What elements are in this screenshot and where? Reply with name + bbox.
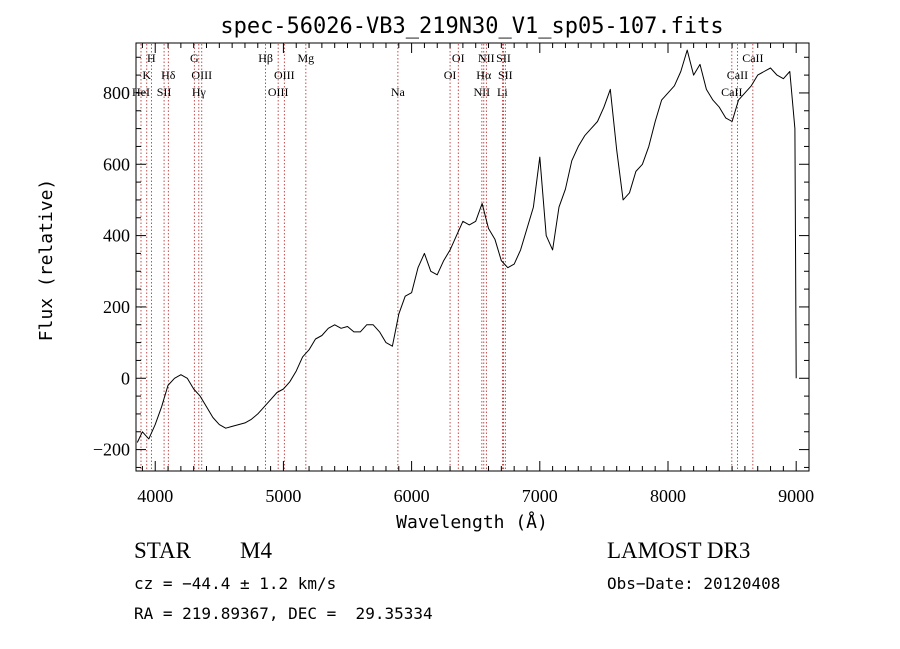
line-label-23: CaII bbox=[721, 85, 742, 99]
subclass: M4 bbox=[240, 538, 272, 563]
line-label-14: OI bbox=[444, 68, 457, 82]
y-tick-label: −200 bbox=[93, 440, 130, 460]
line-label-12: Na bbox=[391, 85, 406, 99]
observation-date: Obs−Date: 20120408 bbox=[607, 574, 781, 593]
y-tick-label: 600 bbox=[103, 154, 130, 174]
y-axis: −200 0 200 400 600 800 bbox=[93, 56, 809, 468]
y-tick-label: 200 bbox=[103, 297, 130, 317]
spectral-line-markers bbox=[140, 44, 754, 470]
line-label-10: OIII bbox=[268, 85, 289, 99]
x-tick-label: 4000 bbox=[137, 486, 173, 506]
y-tick-label: 0 bbox=[121, 368, 130, 388]
line-label-20: Li bbox=[497, 85, 508, 99]
line-label-3: SII bbox=[157, 85, 172, 99]
line-label-5: G bbox=[190, 51, 199, 65]
line-label-17: Hα bbox=[476, 68, 492, 82]
x-tick-label: 9000 bbox=[778, 486, 814, 506]
series-line-0 bbox=[136, 49, 797, 443]
y-axis-label: Flux (relative) bbox=[36, 179, 57, 342]
line-label-13: OI bbox=[452, 51, 465, 65]
line-label-11: Mg bbox=[298, 51, 315, 65]
survey-label: LAMOST DR3 bbox=[607, 538, 751, 563]
redshift-velocity: cz = −44.4 ± 1.2 km/s bbox=[134, 574, 337, 593]
line-label-15: NII bbox=[478, 51, 495, 65]
line-label-8: Hβ bbox=[258, 51, 273, 65]
y-tick-label: 400 bbox=[103, 226, 130, 246]
line-label-18: SII bbox=[498, 68, 513, 82]
x-tick-label: 7000 bbox=[522, 486, 558, 506]
line-label-16: SII bbox=[496, 51, 511, 65]
line-label-6: OIII bbox=[191, 68, 212, 82]
x-tick-label: 8000 bbox=[650, 486, 686, 506]
line-label-7: Hγ bbox=[192, 85, 207, 99]
x-tick-label: 6000 bbox=[394, 486, 430, 506]
line-label-0: H bbox=[147, 51, 156, 65]
x-axis: 4000 5000 6000 7000 8000 9000 bbox=[137, 43, 814, 506]
line-label-22: CaII bbox=[727, 68, 748, 82]
chart-title: spec-56026-VB3_219N30_V1_sp05-107.fits bbox=[220, 14, 723, 39]
line-label-21: CaII bbox=[742, 51, 763, 65]
line-label-9: OIII bbox=[274, 68, 295, 82]
y-tick-label: 800 bbox=[103, 83, 130, 103]
x-axis-label: Wavelength (Å) bbox=[396, 511, 548, 533]
coordinates: RA = 219.89367, DEC = 29.35334 bbox=[134, 604, 433, 623]
plot-frame bbox=[135, 42, 810, 472]
series-layer bbox=[136, 49, 797, 443]
object-class: STAR bbox=[134, 538, 191, 563]
line-label-2: HeI bbox=[132, 85, 150, 99]
line-label-19: NII bbox=[474, 85, 491, 99]
x-tick-label: 5000 bbox=[265, 486, 301, 506]
line-label-4: Hδ bbox=[161, 68, 176, 82]
line-label-1: K bbox=[142, 68, 151, 82]
